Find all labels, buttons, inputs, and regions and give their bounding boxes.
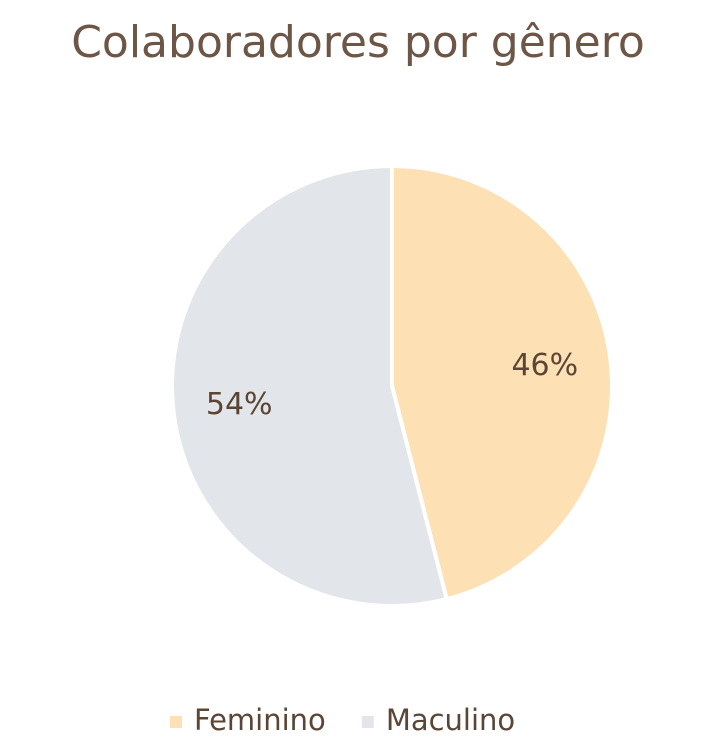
pie-slice (390, 164, 614, 602)
legend-label: Feminino (194, 703, 326, 737)
pie-slice (170, 164, 449, 608)
legend-label: Maculino (386, 703, 515, 737)
data-label: 54% (206, 387, 273, 422)
legend-marker (170, 716, 182, 728)
chart-title: Colaboradores por gênero (71, 17, 645, 68)
legend-marker (361, 716, 374, 728)
data-label: 46% (511, 348, 578, 383)
